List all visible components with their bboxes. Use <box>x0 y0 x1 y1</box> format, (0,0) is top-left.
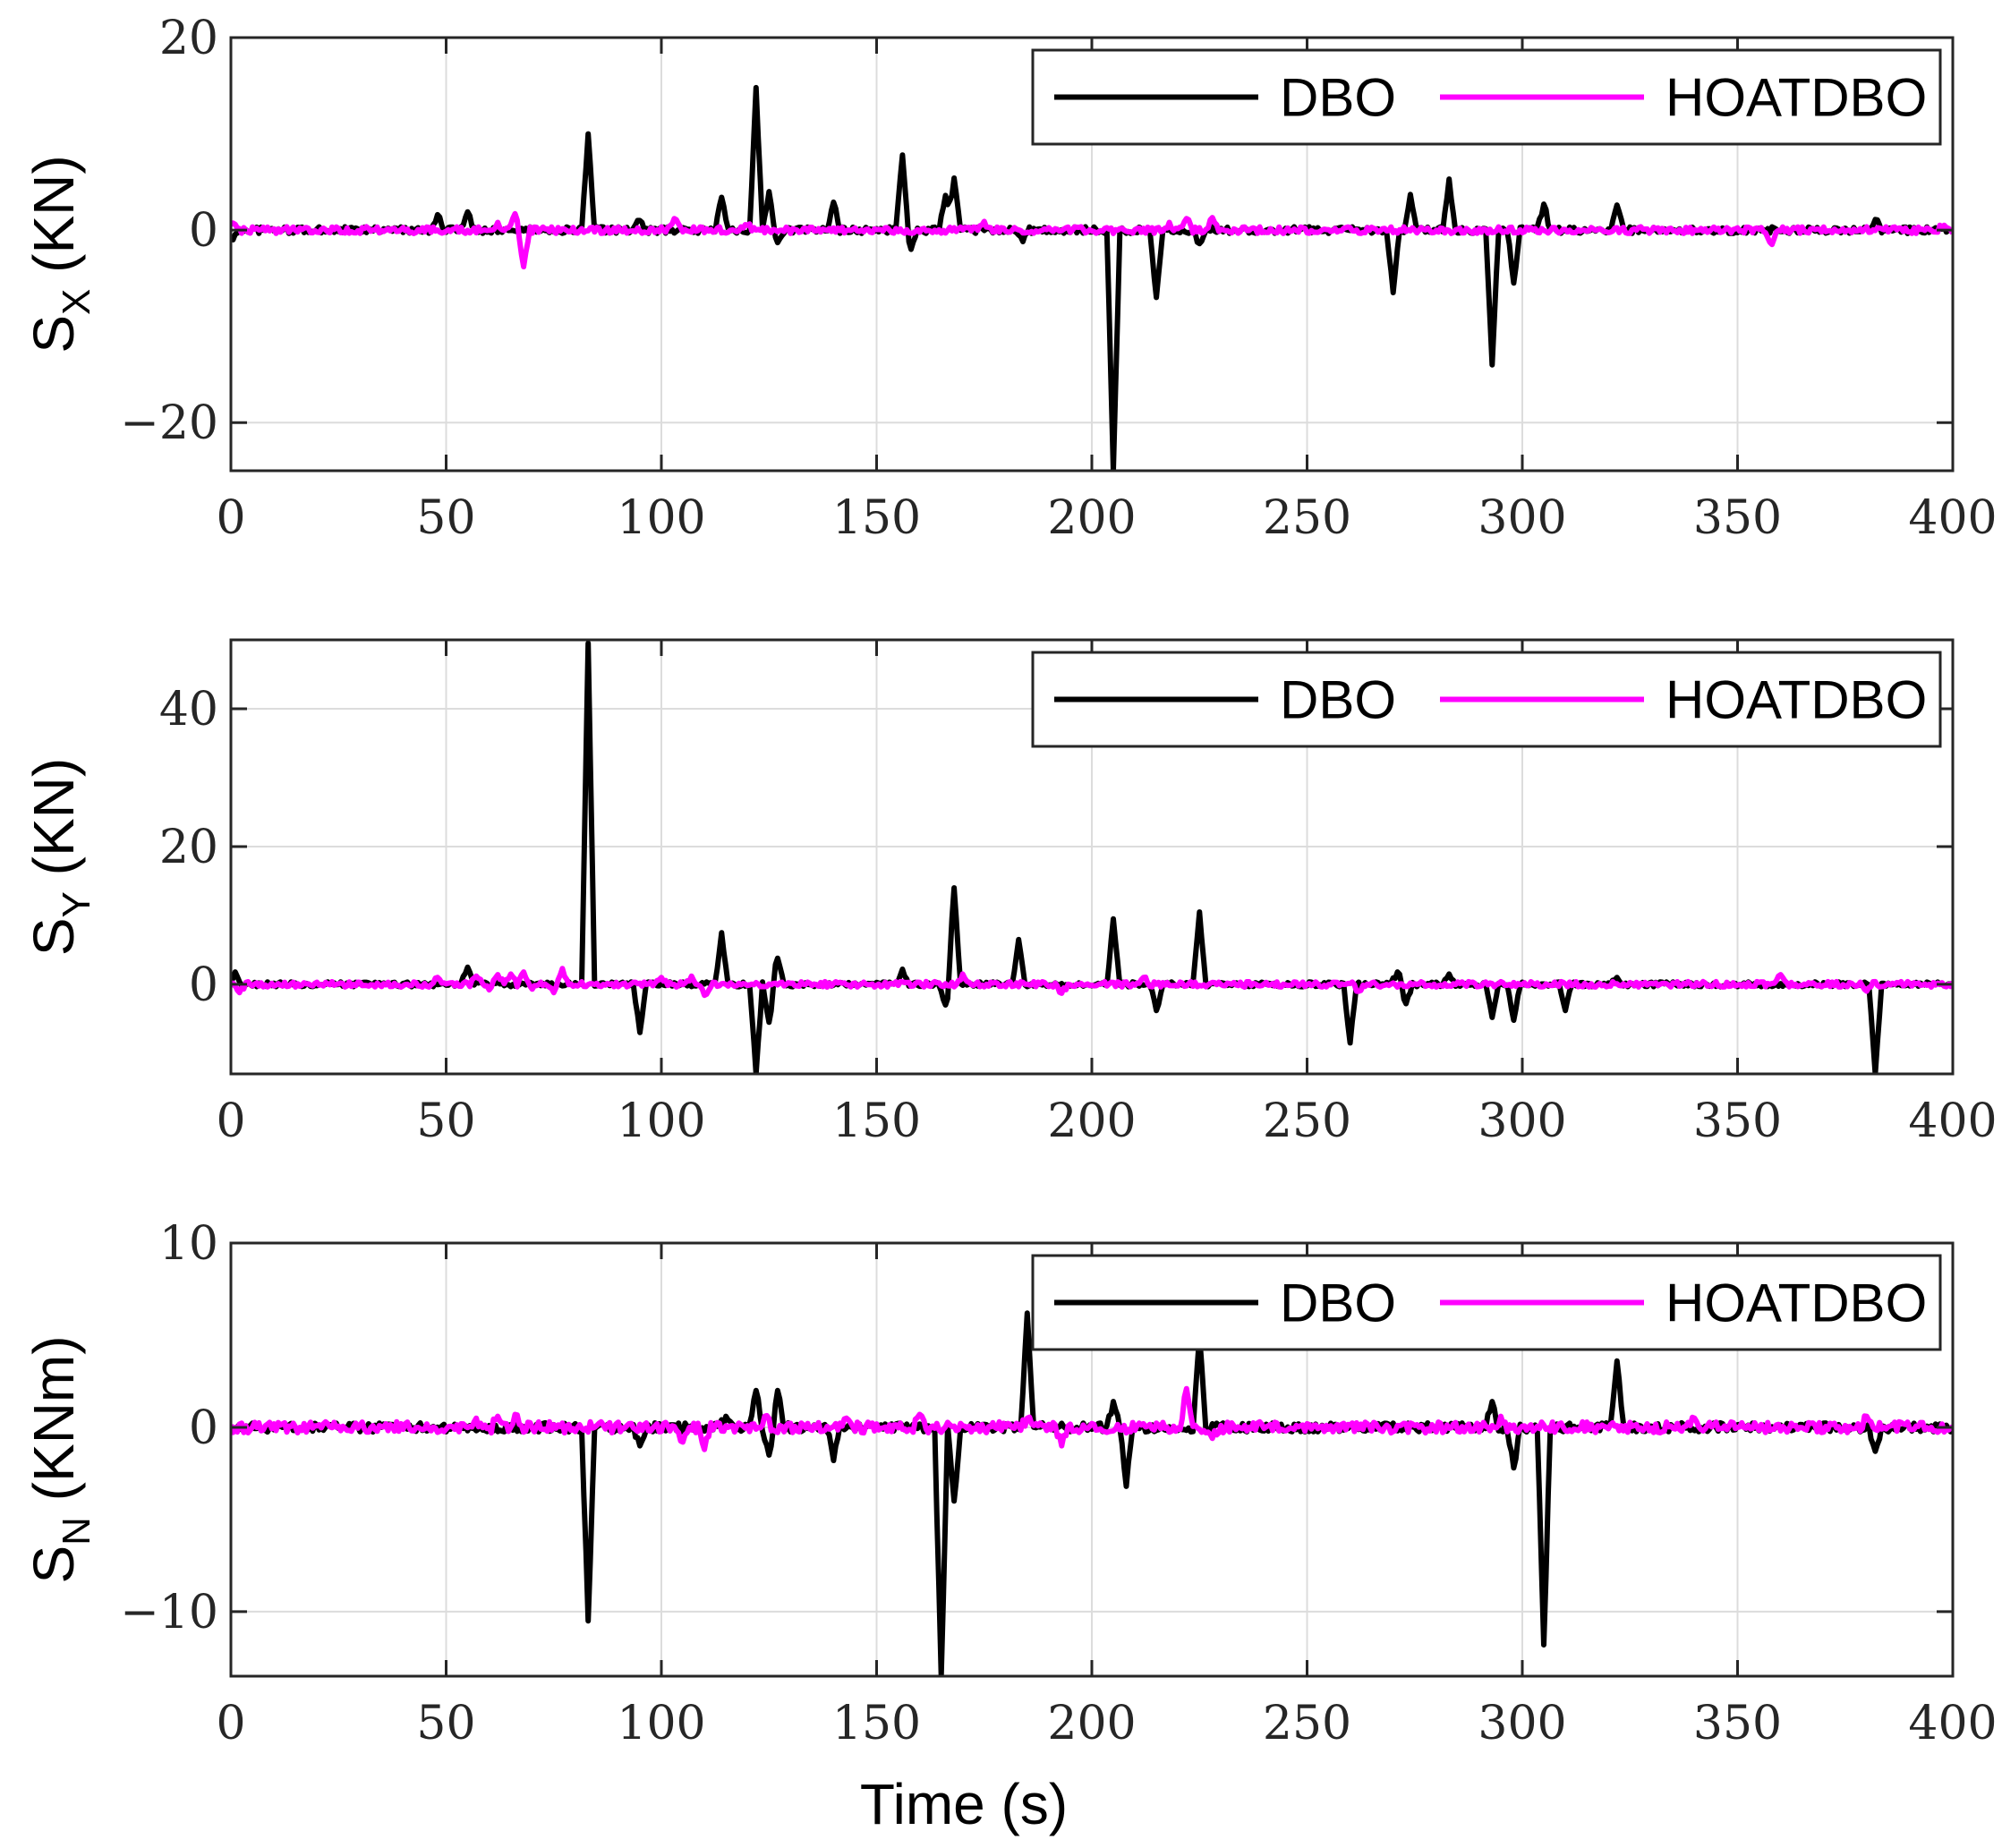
y-tick-label: 10 <box>159 1217 218 1271</box>
x-tick-label: 100 <box>617 1094 705 1148</box>
y-axis-label: SN (KNm) <box>21 1335 98 1583</box>
y-axis-label-main: S <box>21 1546 86 1584</box>
x-tick-label: 400 <box>1908 1697 1997 1750</box>
x-tick-label: 0 <box>216 1094 245 1148</box>
x-tick-label: 300 <box>1478 491 1566 545</box>
legend: DBO HOATDBO <box>1031 651 1942 748</box>
legend: DBO HOATDBO <box>1031 48 1942 146</box>
x-tick-label: 150 <box>832 491 921 545</box>
x-tick-label: 50 <box>416 1094 475 1148</box>
x-tick-label: 300 <box>1478 1697 1566 1750</box>
x-tick-label: 50 <box>416 491 475 545</box>
series-line-hoatdbo <box>231 210 1953 269</box>
series-line-hoatdbo <box>231 966 1953 999</box>
y-axis-label-unit: (KNm) <box>21 1335 86 1517</box>
y-axis-label-main: S <box>21 917 86 956</box>
ticks: 0 50 100 150 200 250 300 350 400 0 20 40 <box>159 640 1998 1148</box>
x-tick-label: 250 <box>1263 1094 1351 1148</box>
x-tick-label: 350 <box>1693 1697 1782 1750</box>
ticks: 0 50 100 150 200 250 300 350 400 −20 0 20 <box>120 12 1997 545</box>
y-axis-label-unit: (KN) <box>21 155 86 288</box>
x-tick-label: 100 <box>617 491 705 545</box>
x-tick-label: 200 <box>1047 491 1136 545</box>
legend-label-hoatdbo: HOATDBO <box>1665 670 1927 730</box>
x-tick-label: 250 <box>1263 491 1351 545</box>
subplot-3: 0 50 100 150 200 250 300 350 400 −10 0 10 SN (KNm) DB… <box>21 1217 1998 1750</box>
x-tick-label: 350 <box>1693 491 1782 545</box>
x-tick-label: 100 <box>617 1697 705 1750</box>
y-axis-label: SX (KN) <box>21 155 98 353</box>
series-lines <box>231 84 1953 471</box>
legend-label-hoatdbo: HOATDBO <box>1665 1273 1927 1333</box>
subplot-1: 0 50 100 150 200 250 300 350 400 −20 0 20 SX (KN) DBO… <box>21 12 1998 545</box>
x-tick-label: 300 <box>1478 1094 1566 1148</box>
subplot-2: 0 50 100 150 200 250 300 350 400 0 20 40 SY (KN) DBO H… <box>21 638 1998 1148</box>
y-axis-label-sub: Y <box>55 891 98 917</box>
x-axis-label: Time (s) <box>860 1772 1068 1836</box>
y-tick-label: 20 <box>159 821 218 874</box>
x-tick-label: 150 <box>832 1697 921 1750</box>
y-tick-label: 0 <box>189 958 218 1012</box>
y-axis-label: SY (KN) <box>21 758 98 956</box>
x-tick-label: 250 <box>1263 1697 1351 1750</box>
y-tick-label: 40 <box>159 683 218 737</box>
x-tick-label: 0 <box>216 491 245 545</box>
x-tick-label: 350 <box>1693 1094 1782 1148</box>
x-tick-label: 0 <box>216 1697 245 1750</box>
y-axis-label-sub: N <box>55 1517 98 1546</box>
x-tick-label: 50 <box>416 1697 475 1750</box>
x-tick-label: 400 <box>1908 1094 1997 1148</box>
y-tick-label: 0 <box>189 1401 218 1455</box>
legend-label-dbo: DBO <box>1280 670 1396 730</box>
series-line-hoatdbo <box>231 1385 1953 1452</box>
x-tick-label: 150 <box>832 1094 921 1148</box>
legend: DBO HOATDBO <box>1031 1254 1942 1351</box>
x-tick-label: 200 <box>1047 1094 1136 1148</box>
y-tick-label: −20 <box>120 396 218 450</box>
x-tick-label: 400 <box>1908 491 1997 545</box>
legend-label-dbo: DBO <box>1280 1273 1396 1333</box>
y-axis-label-main: S <box>21 315 86 353</box>
legend-label-hoatdbo: HOATDBO <box>1665 68 1927 128</box>
series-lines <box>231 640 1953 1074</box>
y-axis-label-sub: X <box>55 289 98 315</box>
y-tick-label: −10 <box>120 1586 218 1639</box>
y-axis-label-unit: (KN) <box>21 758 86 891</box>
y-tick-label: 20 <box>159 12 218 65</box>
series-lines <box>231 1310 1953 1676</box>
y-tick-label: 0 <box>189 204 218 258</box>
ticks: 0 50 100 150 200 250 300 350 400 −10 0 10 <box>120 1217 1997 1750</box>
x-tick-label: 200 <box>1047 1697 1136 1750</box>
legend-label-dbo: DBO <box>1280 68 1396 128</box>
